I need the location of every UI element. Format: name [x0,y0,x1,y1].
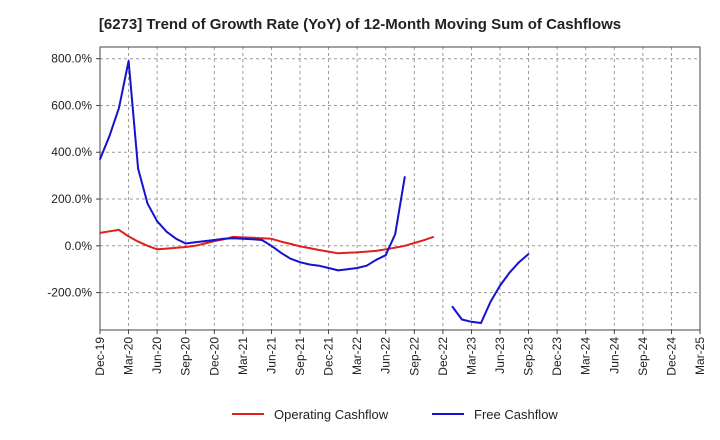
legend-label: Operating Cashflow [274,407,389,422]
x-tick-label: Dec-23 [550,337,564,376]
chart-title: [6273] Trend of Growth Rate (YoY) of 12-… [98,16,622,33]
x-tick-label: Sep-21 [293,337,307,376]
x-tick-label: Dec-24 [664,337,678,376]
x-tick-label: Dec-22 [436,337,450,376]
plot-frame [99,46,701,331]
y-tick-label: 400.0% [51,145,92,159]
x-tick-label: Jun-20 [150,337,164,374]
x-tick-label: Sep-23 [522,337,536,376]
x-tick-label: Sep-24 [636,337,650,376]
x-tick-label: Mar-25 [693,337,707,375]
x-tick-label: Mar-22 [350,337,364,375]
series-layer [99,60,530,324]
x-tick-label: Dec-21 [322,337,336,376]
x-tick-label: Jun-24 [607,337,621,374]
y-tick-label: 600.0% [51,98,92,112]
x-tick-label: Jun-21 [264,337,278,374]
x-tick-label: Dec-19 [93,337,107,376]
y-tick-label: 200.0% [51,192,92,206]
legend-label: Free Cashflow [474,407,558,422]
x-tick-label: Jun-23 [493,337,507,374]
x-tick-label: Sep-22 [407,337,421,376]
x-tick-label: Dec-20 [207,337,221,376]
series-free-cashflow [99,60,530,324]
series-line [99,60,406,272]
y-tick-label: 800.0% [51,52,92,66]
y-tick-label: 0.0% [65,239,93,253]
y-axis: 800.0% 600.0% 400.0% 200.0% 0.0% -200.0% [47,52,100,300]
x-axis: Dec-19 Mar-20 Jun-20 Sep-20 Dec-20 Mar-21 Jun-… [93,330,707,376]
x-tick-label: Mar-20 [122,337,136,375]
x-tick-label: Mar-24 [579,337,593,375]
x-tick-label: Jun-22 [379,337,393,374]
x-tick-label: Sep-20 [179,337,193,376]
x-tick-label: Mar-21 [236,337,250,375]
series-line [99,228,434,255]
series-operating-cashflow [99,228,435,255]
y-tick-label: -200.0% [47,286,92,300]
x-tick-label: Mar-23 [464,337,478,375]
series-line [451,253,530,324]
grid-layer [99,47,701,330]
legend: Operating Cashflow Free Cashflow [232,407,558,422]
